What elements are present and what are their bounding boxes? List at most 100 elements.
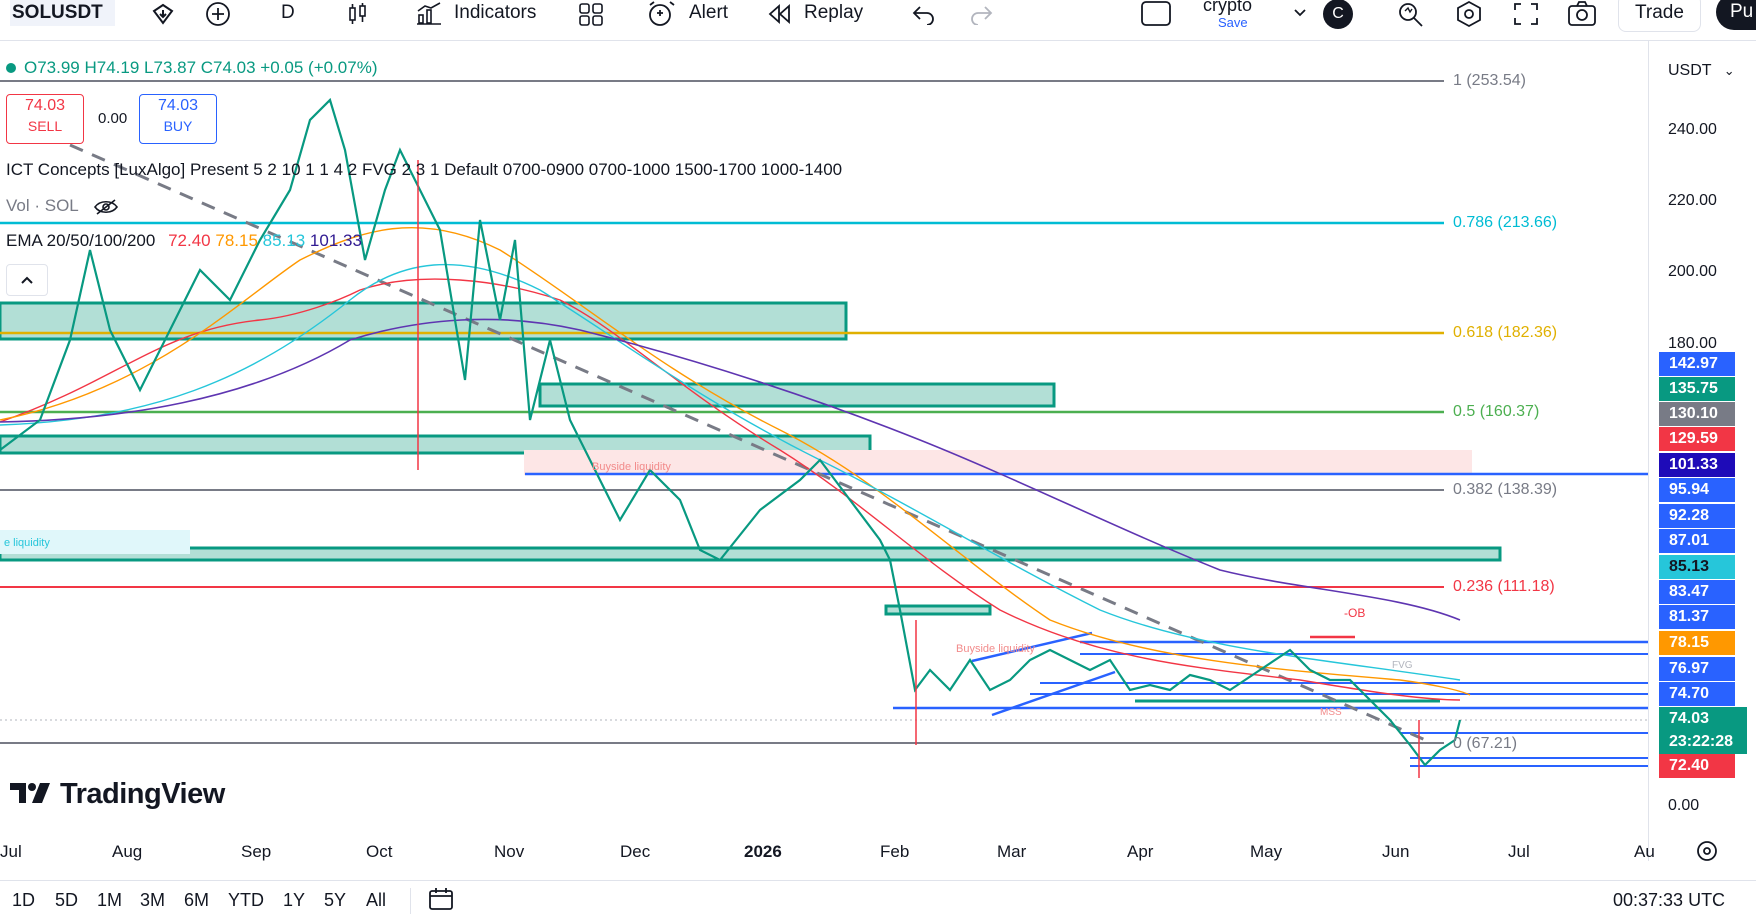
- layout-save-status[interactable]: Save: [1218, 15, 1248, 30]
- range-1m[interactable]: 1M: [97, 890, 123, 910]
- chevron-down-icon[interactable]: [1292, 6, 1308, 20]
- buy-label: BUY: [163, 118, 193, 134]
- indicator-ema[interactable]: EMA 20/50/100/200 72.40 78.15 85.13 101.…: [6, 231, 362, 251]
- trade-button[interactable]: Trade: [1618, 0, 1701, 32]
- bar-countdown-tag: 23:22:28: [1659, 730, 1747, 754]
- sell-label: SELL: [27, 118, 63, 134]
- templates-icon[interactable]: [578, 2, 604, 26]
- compare-symbol-icon[interactable]: [150, 2, 176, 26]
- fib-label-0786: 0.786 (213.66): [1453, 214, 1558, 231]
- order-block-zone: [0, 546, 1502, 562]
- range-3m[interactable]: 3M: [140, 890, 166, 910]
- snapshot-icon[interactable]: [1566, 0, 1598, 28]
- buy-button[interactable]: 74.03 BUY: [139, 94, 217, 144]
- trend-channel: [971, 631, 1093, 663]
- buyside-liquidity-zone: [524, 450, 1472, 475]
- candles-series: [0, 97, 1462, 767]
- fullscreen-icon[interactable]: [1511, 0, 1541, 28]
- currency-selector[interactable]: USDT ⌄: [1668, 62, 1735, 80]
- buyside-liquidity-label: Buyside liquidity: [592, 461, 671, 473]
- currency-label: USDT: [1668, 62, 1712, 79]
- price-tag: 81.37: [1659, 605, 1735, 629]
- bottom-toolbar: [0, 880, 1756, 924]
- fvg-zone: [884, 604, 992, 616]
- ohlc-values: O73.99 H74.19 L73.87 C74.03 +0.05 (+0.07…: [24, 58, 378, 77]
- symbol-search[interactable]: SOLUSDT: [10, 0, 115, 26]
- layout-box-icon[interactable]: [1140, 0, 1172, 28]
- price-chart[interactable]: Buyside liquidity Buyside liquidity e li…: [0, 41, 1756, 861]
- chevron-down-icon: ⌄: [1723, 63, 1735, 78]
- order-block-label: -OB: [1344, 606, 1365, 620]
- ema-50-line: [0, 226, 1471, 696]
- candle-wicks: [417, 160, 1420, 778]
- indicator-volume[interactable]: Vol · SOL: [6, 196, 119, 216]
- price-label: 220.00: [1668, 192, 1717, 209]
- price-tag: 129.59: [1659, 427, 1735, 451]
- range-all[interactable]: All: [366, 890, 387, 910]
- fib-label-0382: 0.382 (138.39): [1453, 481, 1558, 498]
- calendar-icon[interactable]: [427, 886, 455, 912]
- fib-label-0236: 0.236 (111.18): [1453, 578, 1555, 595]
- replay-button[interactable]: Replay: [804, 2, 864, 23]
- add-symbol-icon[interactable]: [205, 1, 231, 27]
- range-5y[interactable]: 5Y: [324, 890, 347, 910]
- ohlc-legend: O73.99 H74.19 L73.87 C74.03 +0.05 (+0.07…: [6, 58, 377, 78]
- buy-price: 74.03: [157, 97, 199, 114]
- quick-search-icon[interactable]: [1396, 0, 1426, 28]
- fib-label-0: 0 (67.21): [1453, 735, 1518, 752]
- price-tag: 87.01: [1659, 529, 1735, 553]
- fib-label-05: 0.5 (160.37): [1453, 403, 1540, 420]
- time-label: 2026: [744, 842, 782, 861]
- top-toolbar: SOLUSDT D Indicators Alert Replay crypto…: [0, 0, 1756, 41]
- layout-name[interactable]: crypto: [1203, 0, 1253, 15]
- time-label: Jun: [1382, 842, 1410, 861]
- time-label: Aug: [112, 842, 143, 861]
- price-tag: 130.10: [1659, 402, 1735, 426]
- brand-text: TradingView: [60, 778, 225, 810]
- time-label: Jul: [0, 842, 22, 861]
- alert-button[interactable]: Alert: [689, 2, 729, 23]
- chevron-up-icon: [21, 276, 33, 284]
- price-tag: 85.13: [1659, 555, 1735, 579]
- range-5d[interactable]: 5D: [55, 890, 79, 910]
- order-block-zone: [0, 434, 872, 455]
- undo-icon[interactable]: [911, 3, 937, 25]
- chart-settings-icon[interactable]: [1694, 839, 1720, 863]
- alert-icon[interactable]: [646, 0, 676, 28]
- tradingview-logo-icon: [10, 783, 50, 803]
- trend-channel: [991, 670, 1116, 717]
- sell-price: 74.03: [24, 97, 66, 114]
- indicators-icon[interactable]: [414, 1, 444, 27]
- indicator-ict-concepts[interactable]: ICT Concepts [LuxAlgo] Present 5 2 10 1 …: [6, 160, 843, 179]
- avatar[interactable]: C: [1323, 0, 1353, 29]
- eye-hidden-icon[interactable]: [93, 198, 119, 216]
- time-label: Sep: [241, 842, 272, 861]
- publish-button[interactable]: Pu: [1716, 0, 1756, 30]
- time-label: Oct: [366, 842, 393, 861]
- fvg-label: FVG: [1392, 660, 1413, 671]
- dashed-trendline: [69, 143, 1431, 744]
- sell-button[interactable]: 74.03 SELL: [6, 94, 84, 144]
- range-1y[interactable]: 1Y: [283, 890, 306, 910]
- collapse-legend-button[interactable]: [6, 264, 48, 296]
- price-tag: 78.15: [1659, 631, 1735, 655]
- time-label: Mar: [997, 842, 1027, 861]
- range-1d[interactable]: 1D: [12, 890, 36, 910]
- ema-label: EMA 20/50/100/200: [6, 231, 156, 250]
- price-tag: 83.47: [1659, 580, 1735, 604]
- time-label: Feb: [880, 842, 910, 861]
- replay-icon[interactable]: [766, 3, 792, 25]
- time-label: Au: [1634, 842, 1655, 861]
- range-6m[interactable]: 6M: [184, 890, 210, 910]
- range-ytd[interactable]: YTD: [228, 890, 264, 910]
- redo-icon[interactable]: [968, 3, 994, 25]
- indicators-button[interactable]: Indicators: [454, 2, 537, 23]
- settings-icon[interactable]: [1454, 0, 1484, 28]
- time-label: Apr: [1127, 842, 1154, 861]
- indicator-volume-label: Vol · SOL: [6, 196, 79, 215]
- spread-value: 0.00: [98, 110, 128, 127]
- price-tag: 76.97: [1659, 657, 1735, 681]
- utc-clock[interactable]: 00:37:33 UTC: [1613, 890, 1726, 910]
- candles-icon[interactable]: [346, 1, 370, 27]
- interval-button[interactable]: D: [281, 2, 295, 23]
